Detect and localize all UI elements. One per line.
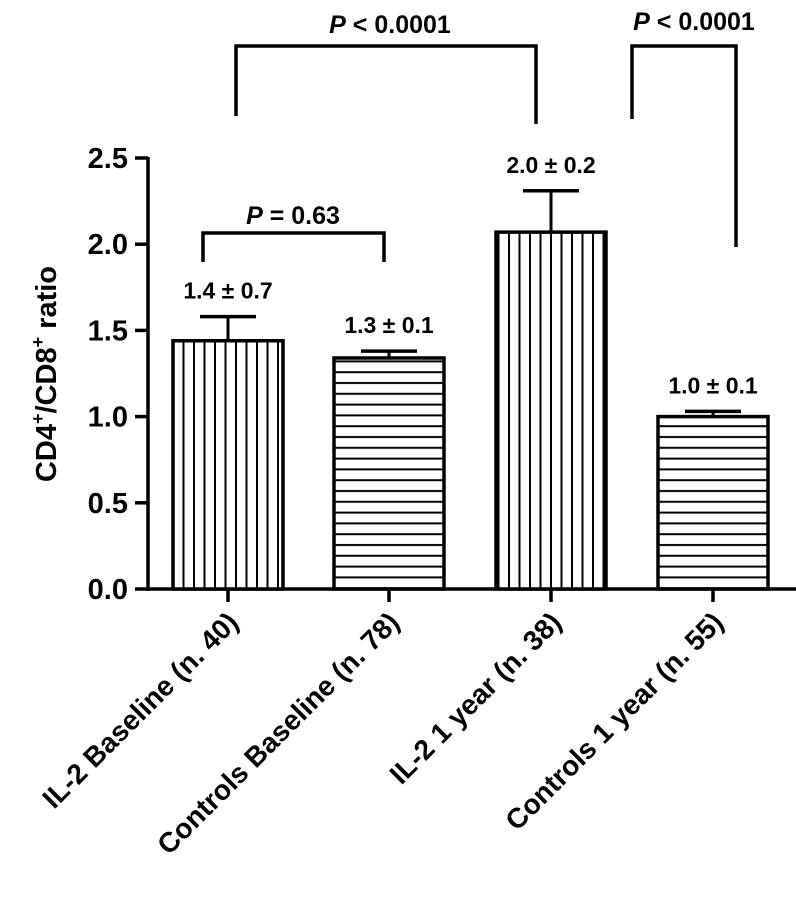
p-value-label: P < 0.0001 [633,8,755,36]
y-tick-label: 1.5 [88,315,128,347]
bar [656,409,770,591]
significance-bracket: P < 0.0001 [630,8,755,247]
significance-bracket: P = 0.63 [201,202,386,262]
y-tick-label: 0.5 [88,488,128,520]
bar [171,314,285,591]
p-value-label: P = 0.63 [246,202,340,230]
bar [332,349,446,591]
p-value-label: P < 0.0001 [329,11,451,39]
y-tick-label: 1.0 [88,402,128,434]
bar [494,189,608,591]
significance-brackets: P = 0.63 P < 0.0001 P < 0.0001 [201,8,755,262]
significance-bracket: P < 0.0001 [234,11,538,124]
bar-value-labels: 1.4 ± 0.7 1.3 ± 0.1 2.0 ± 0.2 1.0 ± 0.1 [183,152,758,399]
bars [171,189,770,591]
y-axis: 0.0 0.5 1.0 1.5 2.0 2.5 [88,143,150,606]
bar-value-label: 2.0 ± 0.2 [506,152,595,178]
bar-value-label: 1.3 ± 0.1 [344,312,434,338]
bar-value-label: 1.4 ± 0.7 [183,278,272,304]
category-label: IL-2 1 year (n. 38) [384,606,568,790]
y-tick-label: 2.5 [88,143,128,175]
bar-value-label: 1.0 ± 0.1 [668,372,758,398]
y-tick-label: 2.0 [88,229,128,261]
x-axis [147,587,796,602]
y-tick-label: 0.0 [88,574,128,606]
category-labels: IL-2 Baseline (n. 40)Controls Baseline (… [36,606,729,860]
y-axis-label: CD4+/CD8+ ratio [28,266,63,482]
